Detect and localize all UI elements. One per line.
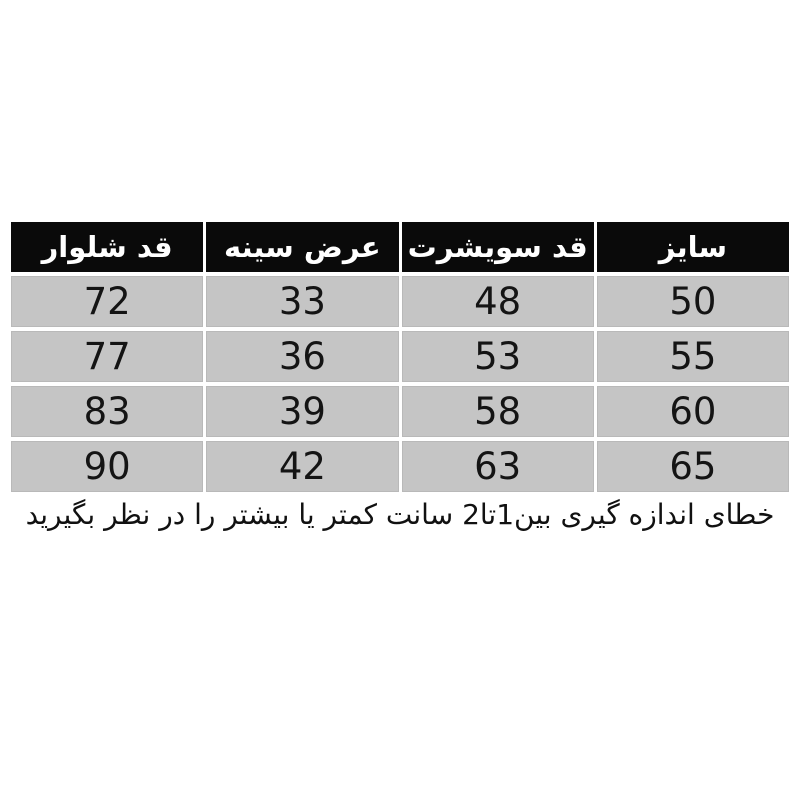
- table-row-0: 50 48 33 72: [11, 276, 789, 327]
- table-cell: 50: [596, 276, 789, 327]
- table-row-2: 60 58 39 83: [11, 386, 789, 437]
- size-table: سایز قد سویشرت عرض سینه قد شلوار 50 48 33 72 55…: [8, 218, 792, 496]
- table-row-1: 55 53 36 77: [11, 331, 789, 382]
- table-cell: 36: [206, 331, 399, 382]
- header-row: سایز قد سویشرت عرض سینه قد شلوار: [11, 222, 789, 272]
- table-cell: 72: [11, 276, 204, 327]
- size-table-head: سایز قد سویشرت عرض سینه قد شلوار: [11, 222, 789, 272]
- table-cell: 42: [206, 441, 399, 492]
- table-cell: 55: [596, 331, 789, 382]
- size-table-body: 50 48 33 72 55 53 36 77 60 58 39 83 65 63 42 90: [11, 276, 789, 492]
- table-row-3: 65 63 42 90: [11, 441, 789, 492]
- column-header-0: سایز: [596, 222, 789, 272]
- table-cell: 53: [401, 331, 594, 382]
- table-cell: 83: [11, 386, 204, 437]
- column-header-1: قد سویشرت: [401, 222, 594, 272]
- table-cell: 65: [596, 441, 789, 492]
- table-cell: 48: [401, 276, 594, 327]
- table-cell: 63: [401, 441, 594, 492]
- measurement-tolerance-note: خطای اندازه گیری بین1تا2 سانت کمتر یا بی…: [25, 498, 775, 531]
- table-cell: 33: [206, 276, 399, 327]
- table-cell: 58: [401, 386, 594, 437]
- table-cell: 90: [11, 441, 204, 492]
- table-cell: 60: [596, 386, 789, 437]
- table-cell: 39: [206, 386, 399, 437]
- table-cell: 77: [11, 331, 204, 382]
- column-header-3: قد شلوار: [11, 222, 204, 272]
- column-header-2: عرض سینه: [206, 222, 399, 272]
